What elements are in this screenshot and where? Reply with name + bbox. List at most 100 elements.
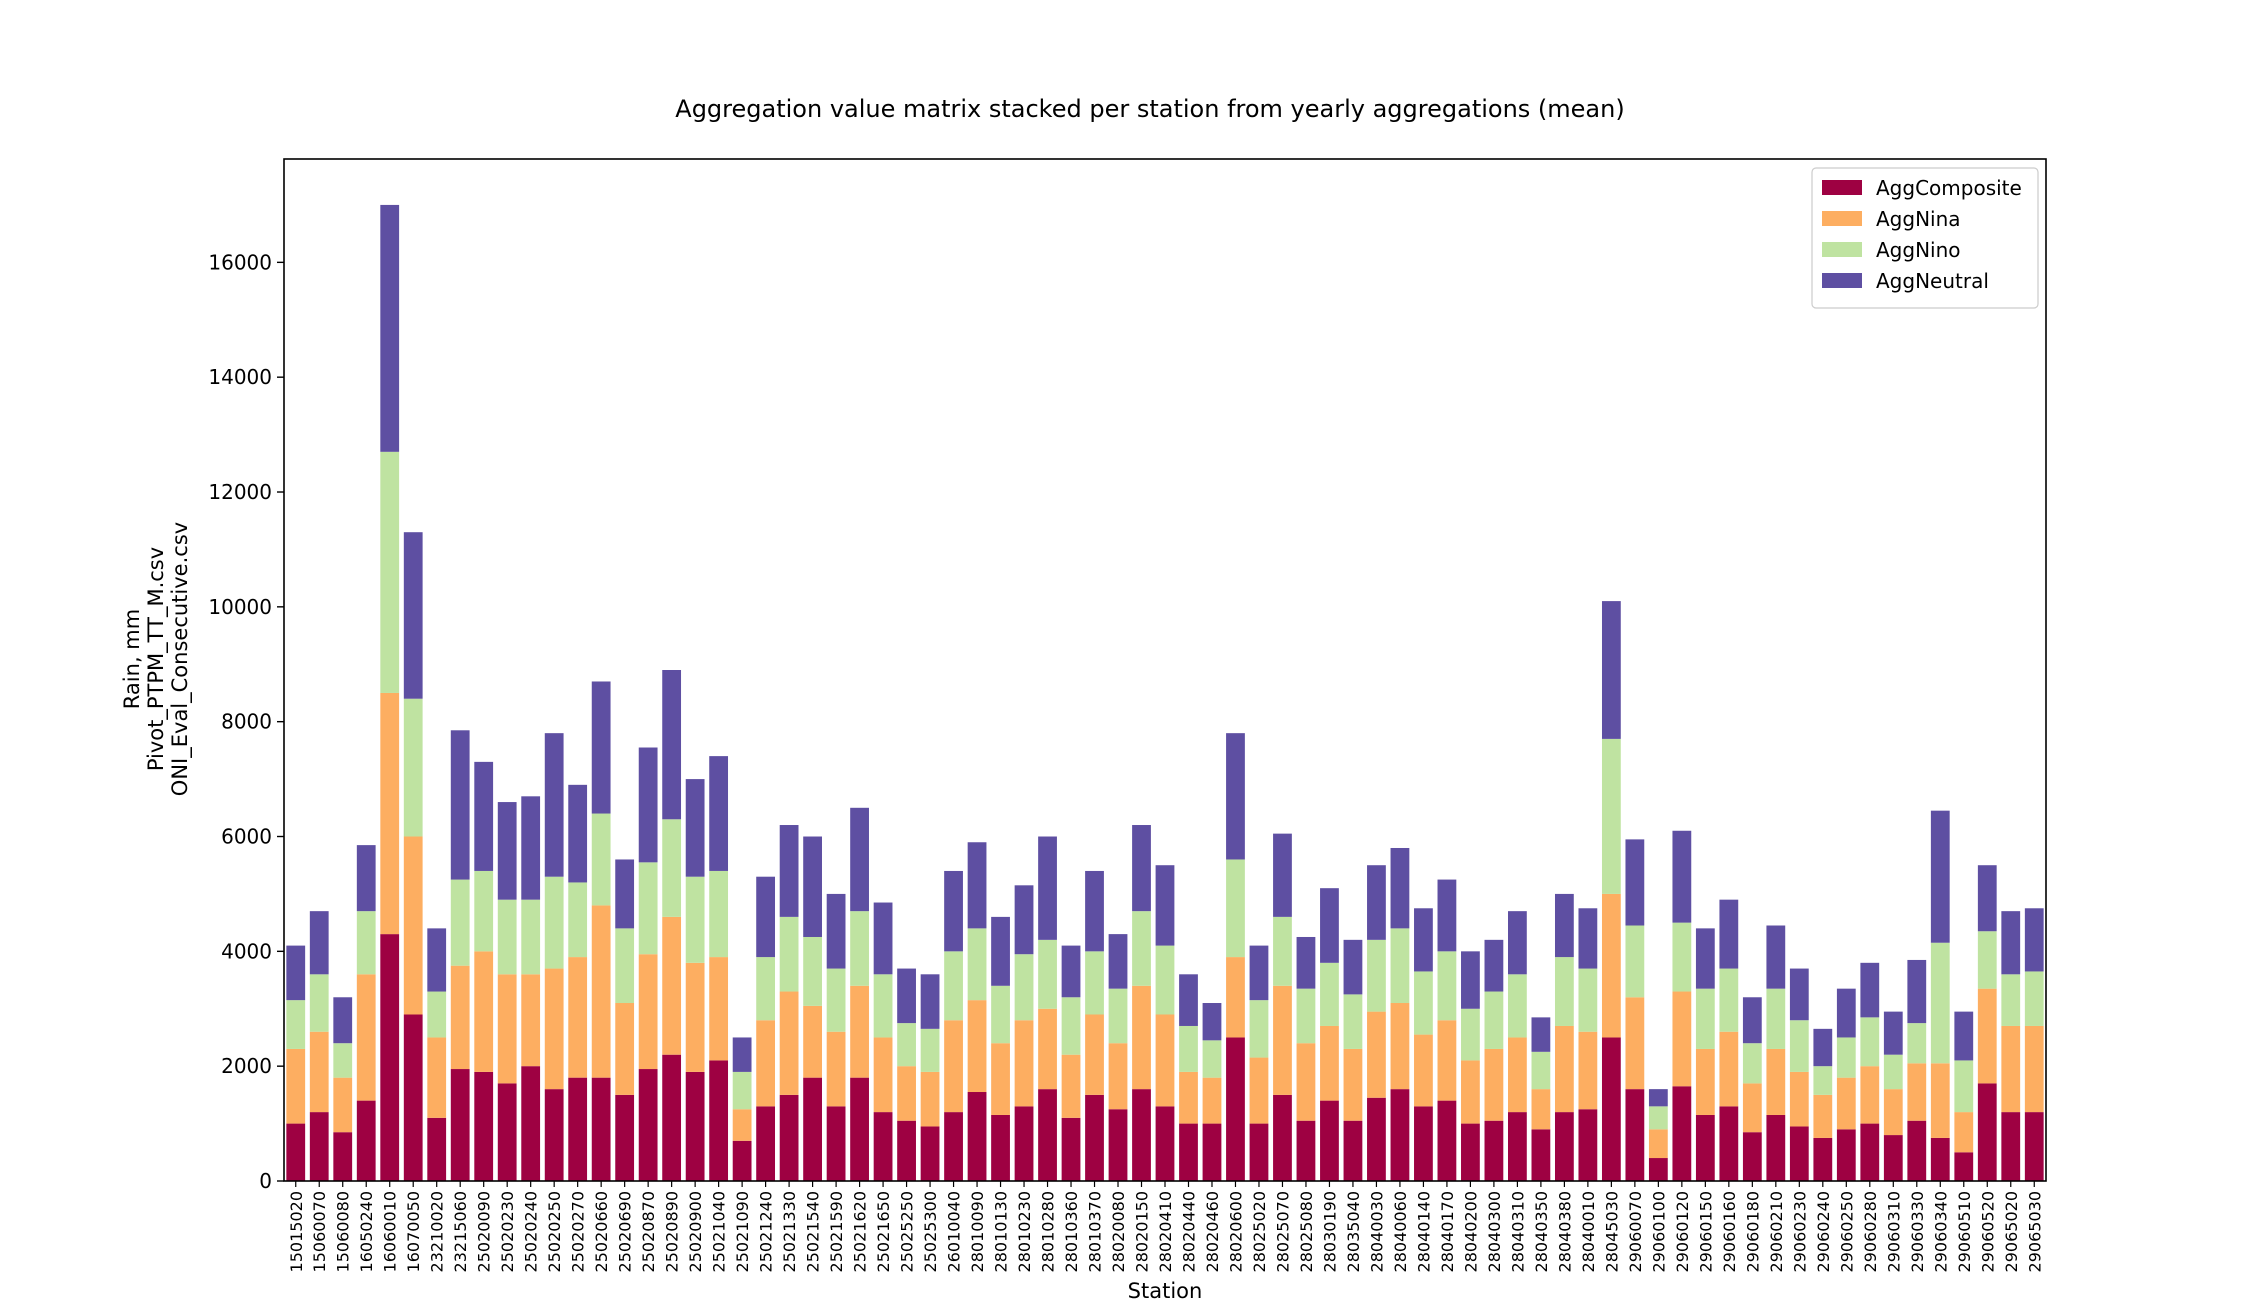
bar-segment-aggcomposite-28020440 bbox=[1179, 1123, 1198, 1181]
bar-segment-aggcomposite-28010090 bbox=[967, 1092, 987, 1181]
x-tick-label: 28040140 bbox=[1414, 1191, 1433, 1272]
bar-segment-aggneutral-28040010 bbox=[1578, 908, 1598, 969]
bar-segment-aggcomposite-25025300 bbox=[920, 1126, 940, 1181]
bar-segment-aggnino-28025020 bbox=[1249, 1000, 1269, 1058]
bar-segment-aggneutral-29065020 bbox=[2001, 911, 2021, 975]
bar-segment-aggnino-29065030 bbox=[2024, 971, 2044, 1026]
bar-segment-aggnino-28040380 bbox=[1554, 957, 1574, 1026]
y-axis-label-line-1: Rain, mm bbox=[120, 609, 144, 709]
bar-segment-aggcomposite-25021040 bbox=[709, 1060, 729, 1181]
bar-segment-aggcomposite-28010230 bbox=[1014, 1106, 1034, 1181]
bar-segment-aggcomposite-23210020 bbox=[427, 1117, 447, 1181]
x-tick-label: 23215060 bbox=[451, 1191, 470, 1272]
bar-segment-aggnino-25021330 bbox=[779, 916, 799, 992]
bar-segment-aggnino-15060070 bbox=[309, 974, 329, 1032]
bar-segment-aggnino-29060280 bbox=[1860, 1017, 1880, 1067]
bar-segment-aggneutral-28030190 bbox=[1320, 888, 1339, 963]
bar-segment-aggneutral-28040300 bbox=[1484, 939, 1504, 992]
bar-segment-aggcomposite-28040030 bbox=[1367, 1097, 1386, 1181]
bar-segment-aggnino-25020900 bbox=[685, 876, 705, 963]
x-tick-label: 29060280 bbox=[1861, 1191, 1880, 1272]
bar-segment-aggcomposite-29060330 bbox=[1907, 1120, 1927, 1181]
x-tick-label: 16070050 bbox=[404, 1191, 423, 1272]
x-tick-label: 29060330 bbox=[1908, 1191, 1927, 1272]
bar-segment-aggneutral-25020890 bbox=[662, 670, 682, 820]
bar-segment-aggnino-29060240 bbox=[1813, 1066, 1833, 1095]
bar-segment-aggcomposite-28020080 bbox=[1108, 1109, 1128, 1181]
bar-segment-aggnina-28025020 bbox=[1249, 1057, 1269, 1124]
bar-segment-aggneutral-23210020 bbox=[427, 928, 447, 992]
bar-segment-aggnino-25021540 bbox=[803, 936, 822, 1006]
bar-segment-aggneutral-25021590 bbox=[826, 893, 846, 969]
bar-segment-aggcomposite-28025070 bbox=[1273, 1094, 1292, 1181]
bar-segment-aggcomposite-25021540 bbox=[803, 1077, 822, 1181]
x-axis-label: Station bbox=[1128, 1279, 1203, 1303]
bar-segment-aggneutral-25020250 bbox=[544, 733, 564, 877]
x-tick-label: 25020230 bbox=[498, 1191, 517, 1272]
y-axis-label: Rain, mm Pivot_PTPM_TT_M.csv ONI_Eval_Co… bbox=[120, 522, 193, 796]
bar-segment-aggnina-25020090 bbox=[474, 951, 494, 1072]
bar-segment-aggcomposite-25021650 bbox=[873, 1112, 893, 1181]
bar-segment-aggnino-29060210 bbox=[1766, 988, 1786, 1049]
bar-segment-aggneutral-25021620 bbox=[850, 807, 869, 912]
legend-label-aggcomposite: AggComposite bbox=[1876, 176, 2022, 200]
legend-swatch-aggneutral bbox=[1822, 273, 1862, 288]
bar-segment-aggneutral-29060070 bbox=[1625, 839, 1645, 926]
bar-segment-aggcomposite-16060010 bbox=[380, 934, 400, 1181]
bar-segment-aggnina-25020250 bbox=[544, 968, 564, 1090]
bar-segment-aggnino-29060070 bbox=[1625, 925, 1645, 998]
x-tick-label: 23210020 bbox=[428, 1191, 447, 1272]
x-tick-label: 28040350 bbox=[1532, 1191, 1551, 1272]
bar-segment-aggcomposite-28020600 bbox=[1226, 1037, 1245, 1181]
bar-segment-aggnina-25021040 bbox=[709, 957, 729, 1061]
y-axis-label-line-2: Pivot_PTPM_TT_M.csv bbox=[144, 547, 169, 771]
x-tick-label: 28010360 bbox=[1062, 1191, 1081, 1272]
y-tick-label: 4000 bbox=[221, 939, 272, 963]
bar-segment-aggnino-28040030 bbox=[1367, 939, 1386, 1012]
bar-series-group bbox=[286, 204, 2044, 1181]
bar-segment-aggnino-25020660 bbox=[591, 813, 611, 906]
bar-segment-aggnino-25025250 bbox=[897, 1023, 916, 1067]
bar-segment-aggneutral-29060150 bbox=[1695, 928, 1715, 989]
x-tick-label: 28040010 bbox=[1579, 1191, 1598, 1272]
bar-segment-aggcomposite-29060250 bbox=[1836, 1129, 1856, 1181]
bar-segment-aggcomposite-25021620 bbox=[850, 1077, 869, 1181]
bar-segment-aggnina-25020890 bbox=[662, 916, 682, 1055]
bar-segment-aggnino-23215060 bbox=[450, 879, 470, 966]
bar-segment-aggnino-29060520 bbox=[1977, 931, 1997, 989]
bar-segment-aggcomposite-29060180 bbox=[1742, 1132, 1762, 1181]
bar-segment-aggnina-28020150 bbox=[1132, 985, 1151, 1090]
bar-segment-aggneutral-25020690 bbox=[615, 859, 635, 929]
bar-segment-aggneutral-28010130 bbox=[991, 916, 1010, 986]
x-tick-label: 28020080 bbox=[1109, 1191, 1128, 1272]
bar-segment-aggcomposite-28040310 bbox=[1508, 1112, 1527, 1181]
bar-segment-aggnina-25021240 bbox=[756, 1020, 776, 1107]
bar-segment-aggnino-25020870 bbox=[638, 862, 658, 955]
y-tick-label: 2000 bbox=[221, 1054, 272, 1078]
bar-segment-aggneutral-29060340 bbox=[1930, 810, 1950, 943]
bar-segment-aggneutral-25021650 bbox=[873, 902, 893, 975]
bar-segment-aggneutral-25021540 bbox=[803, 836, 822, 937]
bar-segment-aggcomposite-28010370 bbox=[1085, 1094, 1104, 1181]
x-tick-label: 29060160 bbox=[1720, 1191, 1739, 1272]
x-tick-label: 28010370 bbox=[1086, 1191, 1105, 1272]
x-tick-label: 15060080 bbox=[334, 1191, 353, 1272]
bar-segment-aggnina-29060330 bbox=[1907, 1063, 1927, 1121]
bar-segment-aggcomposite-25021590 bbox=[826, 1106, 846, 1181]
bar-segment-aggnina-29060070 bbox=[1625, 997, 1645, 1090]
y-tick-label: 6000 bbox=[221, 825, 272, 849]
bar-segment-aggneutral-29065030 bbox=[2024, 908, 2044, 972]
bar-segment-aggnino-29060180 bbox=[1742, 1043, 1762, 1084]
bar-segment-aggneutral-28045030 bbox=[1601, 601, 1621, 739]
bar-segment-aggnina-29060240 bbox=[1813, 1094, 1833, 1138]
x-tick-label: 28020460 bbox=[1203, 1191, 1222, 1272]
bar-segment-aggnino-25020690 bbox=[615, 928, 635, 1004]
bar-segment-aggnino-25021040 bbox=[709, 870, 729, 958]
bar-segment-aggnino-29060120 bbox=[1672, 922, 1692, 992]
bar-segment-aggnina-28010230 bbox=[1014, 1020, 1034, 1107]
bar-segment-aggcomposite-29060240 bbox=[1813, 1137, 1833, 1181]
bar-segment-aggneutral-25020230 bbox=[497, 802, 517, 900]
bar-segment-aggneutral-15060080 bbox=[333, 997, 353, 1044]
bar-segment-aggcomposite-28040060 bbox=[1390, 1089, 1410, 1181]
bar-segment-aggnino-28025070 bbox=[1273, 916, 1292, 986]
